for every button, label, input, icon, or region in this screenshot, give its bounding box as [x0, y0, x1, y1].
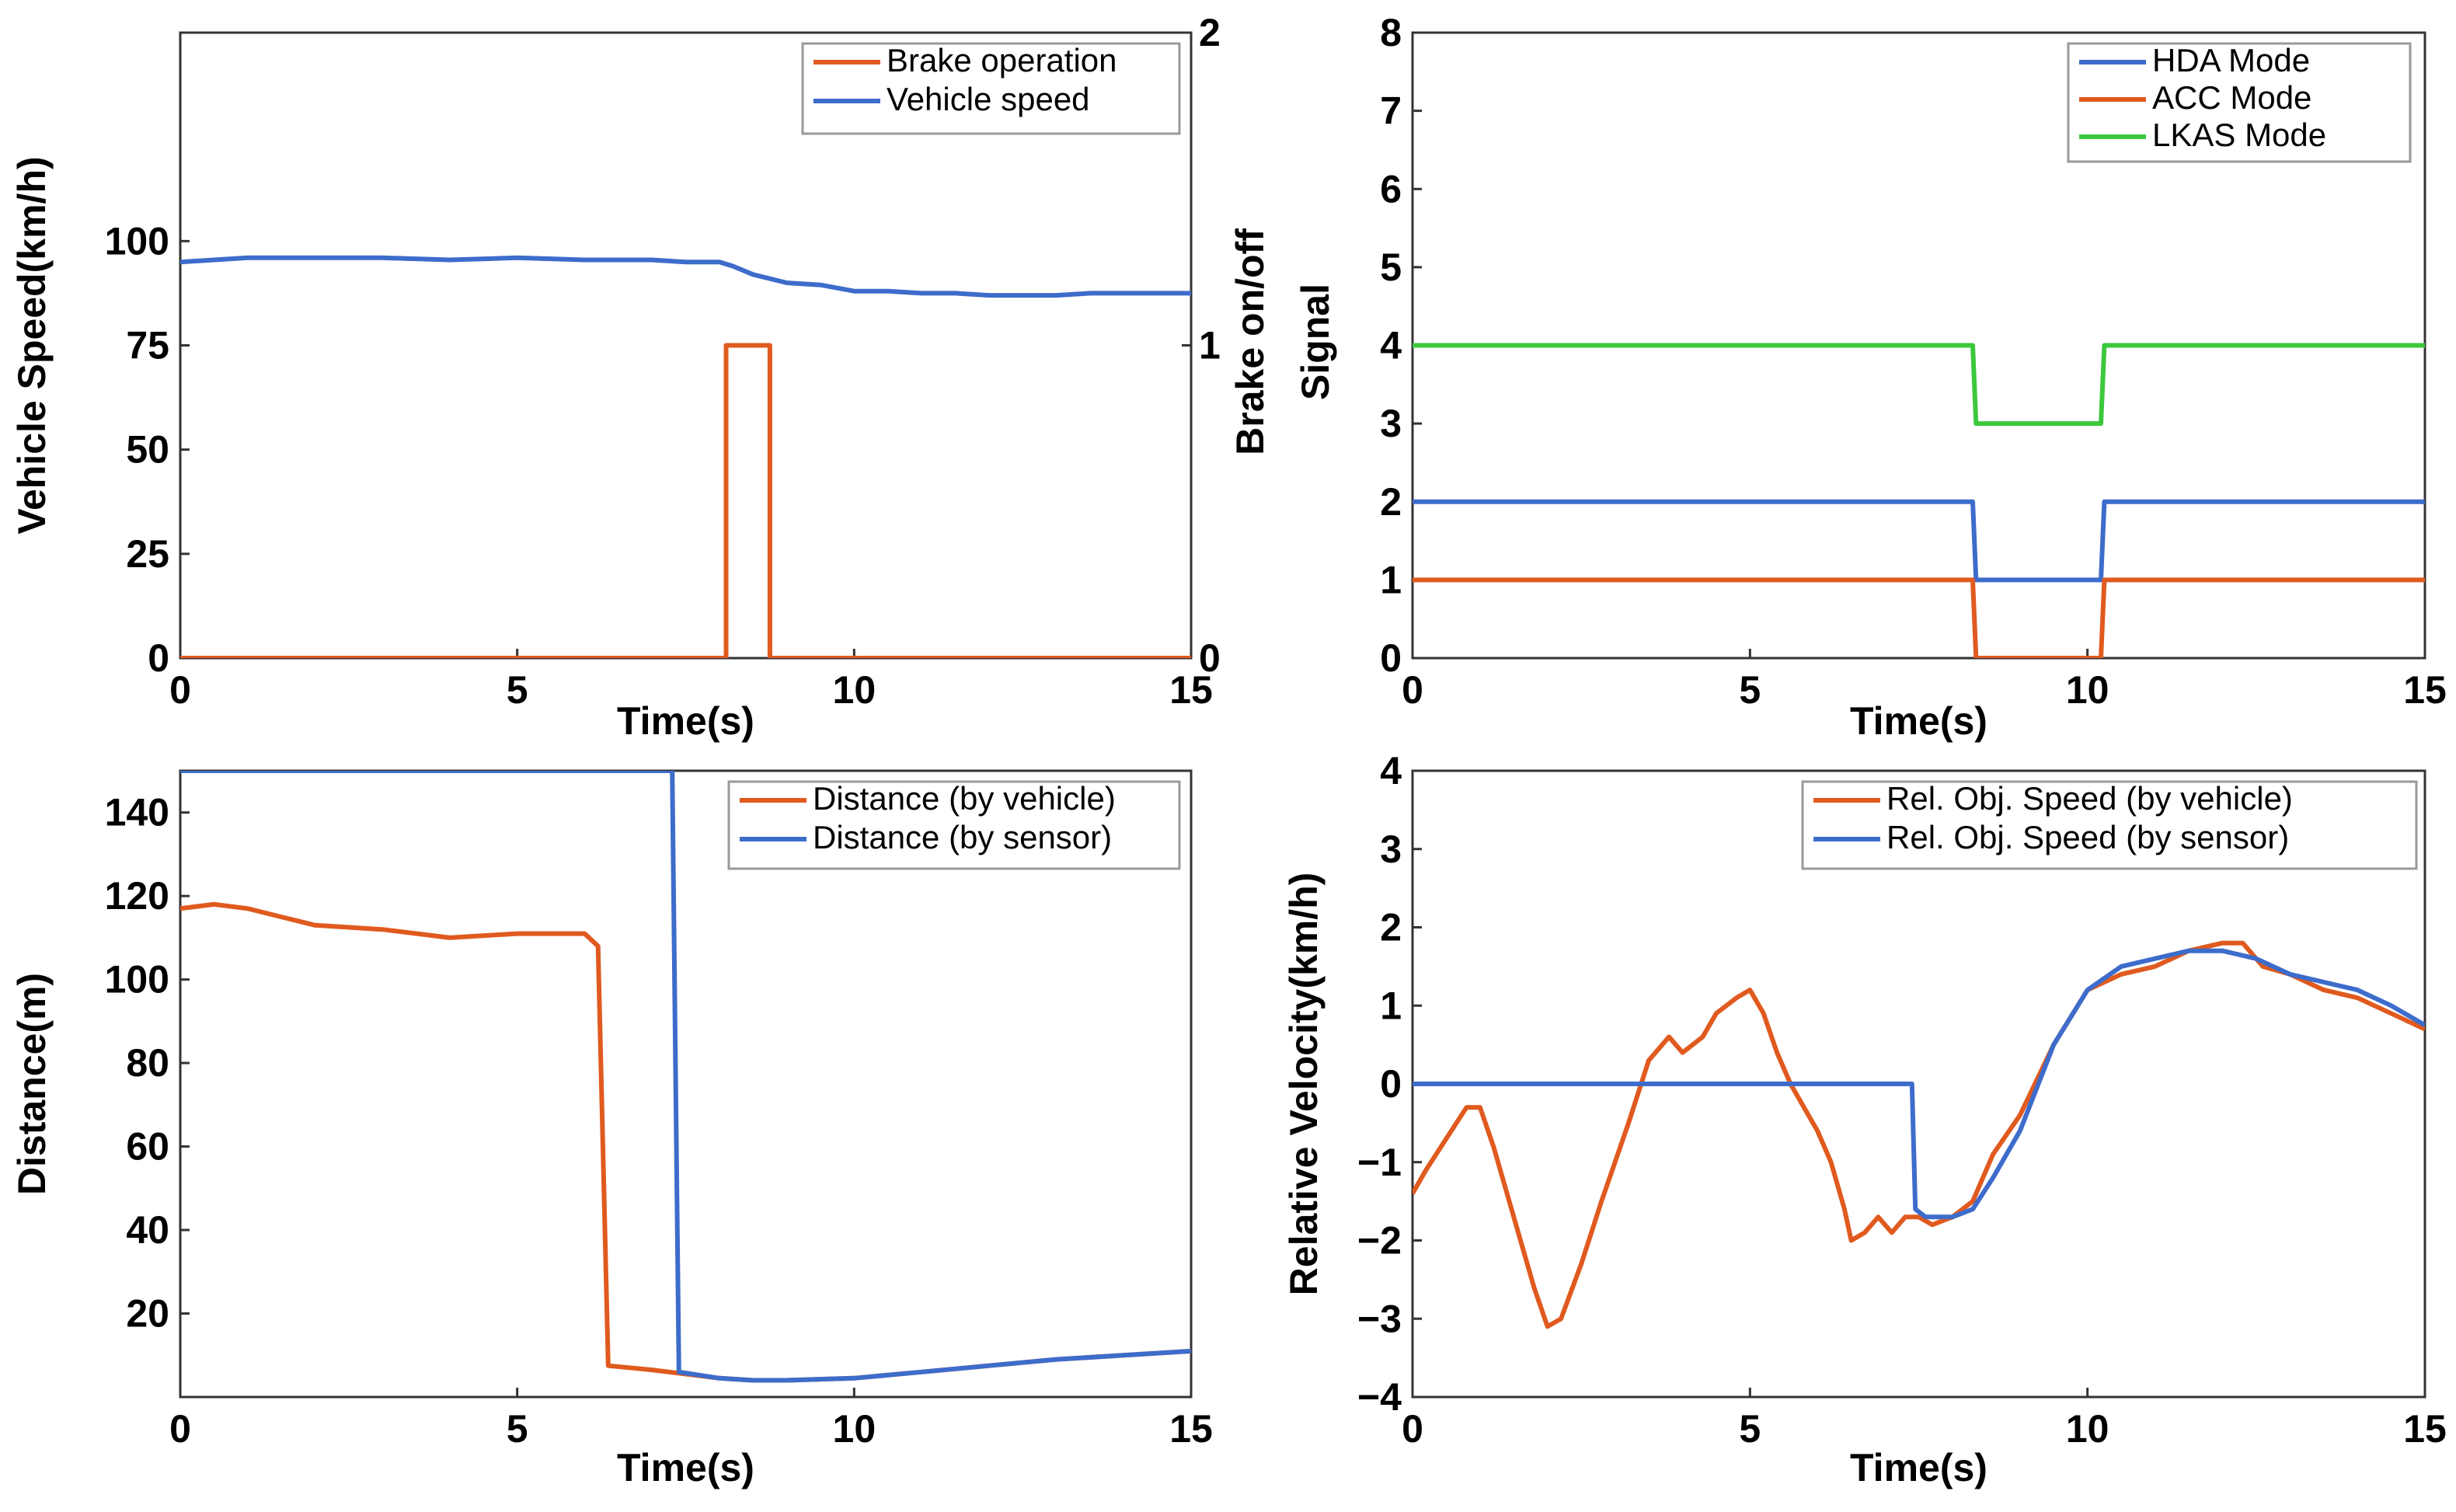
legend-entry: Brake operation [887, 42, 1117, 78]
y-tick-label: 100 [105, 958, 169, 1002]
y-tick-label: 50 [126, 428, 169, 472]
x-tick-label: 15 [1169, 1407, 1213, 1451]
x-tick-label: 5 [507, 1407, 528, 1451]
y-tick-label: 3 [1380, 402, 1402, 445]
legend-box [727, 780, 1181, 870]
series-line-rel-obj-speed-by-vehicle [1413, 940, 2425, 1329]
y-tick-label: 5 [1380, 246, 1402, 289]
y-tick-label: −4 [1357, 1375, 1402, 1419]
chart-panel-p4: 0 5 10 15 −4 −3 −2 −1 0 1 2 3 4 Time(s) Relative Veloc… [1282, 749, 2447, 1489]
legend: Distance (by vehicle)Distance (by sensor… [727, 780, 1181, 870]
x-tick-label: 5 [507, 668, 528, 712]
plot-area [179, 769, 1193, 1399]
y-tick-label: 20 [126, 1292, 169, 1336]
x-tick-label: 15 [1169, 668, 1213, 712]
y-tick-label: 60 [126, 1125, 169, 1169]
x-tick-label: 0 [169, 1407, 191, 1451]
y-tick-label: 1 [1380, 558, 1402, 601]
series-line-distance-by-sensor [180, 771, 1191, 1383]
legend: Rel. Obj. Speed (by vehicle)Rel. Obj. Sp… [1801, 780, 2418, 870]
y-tick-label: 0 [148, 636, 169, 680]
y-tick-label: 4 [1380, 749, 1402, 793]
legend-entry: HDA Mode [2152, 42, 2310, 78]
legend-entry: LKAS Mode [2152, 117, 2326, 153]
series-line-lkas-mode [1413, 343, 2425, 427]
legend-entry: Rel. Obj. Speed (by vehicle) [1886, 780, 2293, 817]
legend-entry: ACC Mode [2152, 79, 2311, 116]
x-axis-label: Time(s) [617, 1446, 754, 1489]
x-axis-label: Time(s) [617, 699, 754, 743]
x-tick-label: 0 [169, 668, 191, 712]
y-tick-label: 8 [1380, 11, 1402, 54]
x-tick-label: 15 [2403, 1407, 2447, 1451]
x-tick-label: 0 [1402, 1407, 1423, 1451]
legend-entry: Rel. Obj. Speed (by sensor) [1886, 819, 2289, 855]
y-tick-label: 1 [1380, 984, 1402, 1027]
chart-panel-p3: 0 5 10 15 20 40 60 80 100 120 140 Time(s) Distance(m… [10, 769, 1213, 1489]
y-axis-label: Vehicle Speed(km/h) [10, 156, 54, 534]
chart-panel-p2: 0 5 10 15 0 1 2 3 4 5 6 7 8 Time(s) Brake on/off Signal… [1228, 11, 2447, 743]
series-line-acc-mode [1413, 577, 2425, 658]
y-axis-label: Relative Velocity(km/h) [1282, 873, 1326, 1296]
y-tick-label: 75 [126, 324, 169, 368]
y-right-tick-label: 2 [1199, 11, 1221, 54]
x-tick-label: 10 [2066, 668, 2109, 712]
y-tick-label: 0 [1380, 1062, 1402, 1106]
series-line-hda-mode [1413, 499, 2425, 583]
x-tick-label: 0 [1402, 668, 1423, 712]
legend-box [1801, 780, 2418, 870]
y-tick-label: 120 [105, 874, 169, 918]
legend-entry: Distance (by sensor) [813, 819, 1112, 855]
y-tick-label: −2 [1357, 1219, 1402, 1263]
y-tick-label: 6 [1380, 167, 1402, 211]
y-tick-label: 140 [105, 791, 169, 834]
y-tick-label: 0 [1380, 636, 1402, 680]
y-tick-label: 7 [1380, 89, 1402, 133]
x-tick-label: 5 [1739, 668, 1761, 712]
y-tick-label: −3 [1357, 1297, 1402, 1340]
y-axis-label-right: Brake on/off [1228, 228, 1272, 455]
y-tick-label: 4 [1380, 324, 1402, 368]
y-tick-label: 25 [126, 532, 169, 576]
x-tick-label: 10 [833, 1407, 876, 1451]
y-tick-label: 40 [126, 1208, 169, 1252]
y-right-tick-label: 0 [1199, 636, 1221, 680]
x-tick-label: 10 [2066, 1407, 2109, 1451]
y-axis-label: Signal [1294, 284, 1337, 400]
legend-entry: Vehicle speed [887, 81, 1090, 117]
y-tick-label: 2 [1380, 906, 1402, 949]
y-tick-label: 2 [1380, 480, 1402, 524]
series-line-brake-operation [180, 343, 1191, 658]
series-line-rel-obj-speed-by-sensor [1413, 948, 2425, 1220]
x-tick-label: 10 [833, 668, 876, 712]
x-tick-label: 5 [1739, 1407, 1761, 1451]
y-tick-label: 100 [105, 219, 169, 263]
legend-box [801, 42, 1181, 135]
y-axis-label: Distance(m) [10, 973, 54, 1195]
y-tick-label: −1 [1357, 1141, 1402, 1184]
y-tick-label: 3 [1380, 827, 1402, 871]
legend-entry: Distance (by vehicle) [813, 780, 1116, 817]
series-line-vehicle-speed [180, 255, 1191, 298]
x-axis-label: Time(s) [1850, 699, 1987, 743]
y-right-tick-label: 1 [1199, 324, 1221, 368]
series-line-distance-by-vehicle [180, 901, 1191, 1383]
y-tick-label: 80 [126, 1041, 169, 1085]
x-axis-label: Time(s) [1850, 1446, 1987, 1489]
x-tick-label: 15 [2403, 668, 2447, 712]
